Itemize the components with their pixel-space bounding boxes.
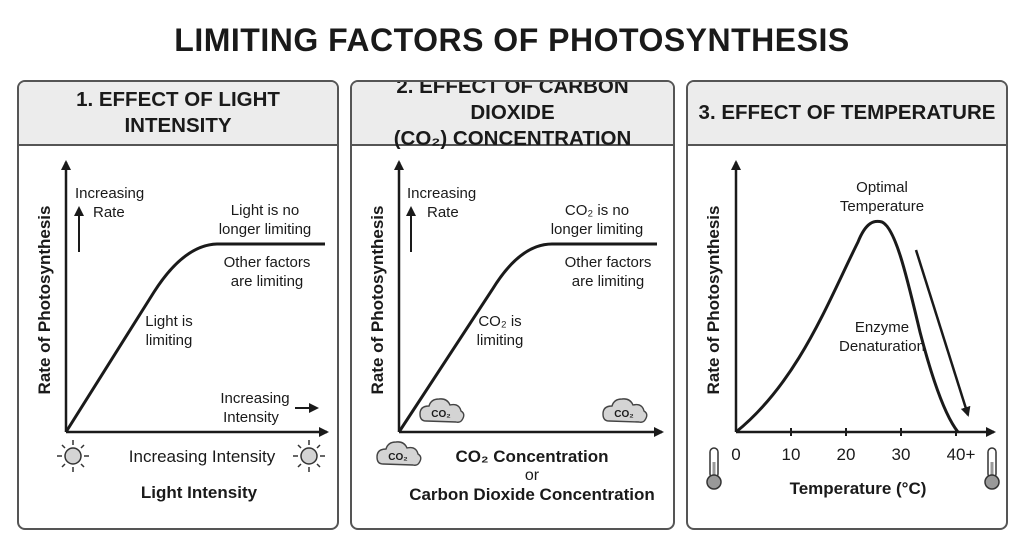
- co2-is-limiting-label: CO₂ is limiting: [477, 313, 524, 349]
- panel-co2-concentration: 2. EFFECT OF CARBON DIOXIDE (CO₂) CONCEN…: [350, 80, 675, 530]
- x-axis-label: Temperature (°C): [790, 479, 927, 498]
- y-axis-label: Rate of Photosynthesis: [704, 206, 723, 395]
- panel-heading-text: 3. EFFECT OF TEMPERATURE: [698, 101, 996, 124]
- x-axis-label-co2: CO₂ Concentration: [456, 447, 609, 466]
- x-axis-label-or: or: [525, 467, 540, 484]
- increasing-rate-label: Increasing Rate: [75, 185, 144, 221]
- x-axis-caption: Increasing Intensity: [129, 447, 276, 466]
- co2-concentration-graph: Rate of Photosynthesis Increasing Rate CO…: [368, 160, 664, 504]
- x-tick-label: 30: [892, 445, 911, 464]
- co2-cloud-icon: CO₂: [376, 441, 422, 466]
- optimal-temperature-label: Optimal Temperature: [840, 179, 924, 215]
- x-tick-label: 40+: [947, 445, 976, 464]
- svg-text:CO₂: CO₂: [614, 409, 633, 420]
- y-axis-label: Rate of Photosynthesis: [368, 206, 387, 395]
- light-is-limiting-label: Light is limiting: [145, 313, 193, 349]
- sun-icon: [57, 440, 89, 472]
- other-factors-limiting-label: Other factors are limiting: [565, 254, 652, 290]
- panel-heading: 1. EFFECT OF LIGHT INTENSITY: [19, 82, 337, 146]
- panel-heading-line1: 2. EFFECT OF CARBON DIOXIDE: [396, 80, 629, 124]
- co2-no-longer-limiting-label: CO₂ is no longer limiting: [551, 202, 644, 238]
- thermometer-icon: [706, 447, 722, 490]
- y-axis-label: Rate of Photosynthesis: [35, 206, 54, 395]
- denaturation-arrow: [914, 249, 971, 417]
- light-no-longer-limiting-label: Light is no longer limiting: [219, 202, 312, 238]
- panel-heading-text: 1. EFFECT OF LIGHT INTENSITY: [76, 88, 280, 137]
- svg-text:CO₂: CO₂: [388, 452, 407, 463]
- rate-curve: [735, 219, 960, 434]
- x-tick-label: 10: [782, 445, 801, 464]
- panel-temperature: 3. EFFECT OF TEMPERATURE Rate of Photosy…: [686, 80, 1008, 530]
- increasing-intensity-arrow-label: Increasing Intensity: [220, 390, 289, 426]
- panel-heading-text: 2. EFFECT OF CARBON DIOXIDE (CO₂) CONCEN…: [358, 80, 666, 152]
- thermometer-icon: [984, 447, 1000, 490]
- enzyme-denaturation-label: Enzyme Denaturation: [839, 319, 925, 355]
- x-axis-label: Light Intensity: [141, 483, 258, 502]
- panel-heading: 3. EFFECT OF TEMPERATURE: [688, 82, 1006, 146]
- x-axis-label-carbon-dioxide: Carbon Dioxide Concentration: [409, 485, 655, 504]
- panel-light-intensity: 1. EFFECT OF LIGHT INTENSITY Rate of Pho…: [17, 80, 339, 530]
- panel-heading-line2: (CO₂) CONCENTRATION: [393, 127, 632, 150]
- x-tick-label: 0: [731, 445, 740, 464]
- temperature-graph: Rate of Photosynthesis Optimal Temperatur…: [704, 160, 1000, 498]
- light-intensity-graph: Rate of Photosynthesis Increasing Rate Li…: [35, 160, 329, 502]
- co2-cloud-icon: CO₂: [602, 398, 648, 423]
- co2-cloud-icon: CO₂: [419, 398, 465, 423]
- page-title: LIMITING FACTORS OF PHOTOSYNTHESIS: [174, 22, 850, 58]
- rate-curve: [64, 242, 325, 433]
- x-tick-label: 20: [837, 445, 856, 464]
- other-factors-limiting-label: Other factors are limiting: [224, 254, 311, 290]
- increasing-rate-label: Increasing Rate: [407, 185, 476, 221]
- panel-heading: 2. EFFECT OF CARBON DIOXIDE (CO₂) CONCEN…: [352, 82, 673, 150]
- rate-curve: [397, 242, 657, 433]
- svg-text:CO₂: CO₂: [431, 409, 450, 420]
- sun-icon: [293, 440, 325, 472]
